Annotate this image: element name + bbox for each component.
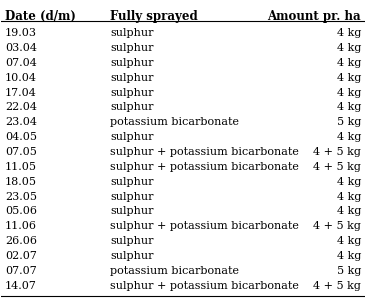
Text: 4 kg: 4 kg — [337, 177, 361, 187]
Text: 4 kg: 4 kg — [337, 206, 361, 217]
Text: Amount pr. ha: Amount pr. ha — [267, 10, 361, 23]
Text: sulphur: sulphur — [111, 206, 154, 217]
Text: 4 + 5 kg: 4 + 5 kg — [313, 281, 361, 291]
Text: sulphur: sulphur — [111, 88, 154, 98]
Text: 4 kg: 4 kg — [337, 58, 361, 68]
Text: sulphur: sulphur — [111, 102, 154, 112]
Text: sulphur: sulphur — [111, 58, 154, 68]
Text: 23.04: 23.04 — [5, 117, 37, 127]
Text: 17.04: 17.04 — [5, 88, 37, 98]
Text: 07.05: 07.05 — [5, 147, 37, 157]
Text: sulphur: sulphur — [111, 251, 154, 261]
Text: sulphur: sulphur — [111, 132, 154, 142]
Text: 11.06: 11.06 — [5, 221, 37, 231]
Text: 26.06: 26.06 — [5, 236, 37, 246]
Text: 5 kg: 5 kg — [337, 266, 361, 276]
Text: 03.04: 03.04 — [5, 43, 37, 53]
Text: sulphur + potassium bicarbonate: sulphur + potassium bicarbonate — [111, 147, 299, 157]
Text: 14.07: 14.07 — [5, 281, 37, 291]
Text: potassium bicarbonate: potassium bicarbonate — [111, 266, 239, 276]
Text: 4 kg: 4 kg — [337, 88, 361, 98]
Text: potassium bicarbonate: potassium bicarbonate — [111, 117, 239, 127]
Text: 4 kg: 4 kg — [337, 192, 361, 202]
Text: 18.05: 18.05 — [5, 177, 37, 187]
Text: sulphur: sulphur — [111, 73, 154, 83]
Text: 05.06: 05.06 — [5, 206, 37, 217]
Text: Fully sprayed: Fully sprayed — [111, 10, 198, 23]
Text: 4 kg: 4 kg — [337, 28, 361, 38]
Text: sulphur: sulphur — [111, 28, 154, 38]
Text: 4 + 5 kg: 4 + 5 kg — [313, 221, 361, 231]
Text: 02.07: 02.07 — [5, 251, 37, 261]
Text: sulphur: sulphur — [111, 236, 154, 246]
Text: 4 + 5 kg: 4 + 5 kg — [313, 147, 361, 157]
Text: sulphur + potassium bicarbonate: sulphur + potassium bicarbonate — [111, 221, 299, 231]
Text: sulphur: sulphur — [111, 192, 154, 202]
Text: 04.05: 04.05 — [5, 132, 37, 142]
Text: 4 kg: 4 kg — [337, 132, 361, 142]
Text: sulphur + potassium bicarbonate: sulphur + potassium bicarbonate — [111, 281, 299, 291]
Text: 19.03: 19.03 — [5, 28, 37, 38]
Text: sulphur + potassium bicarbonate: sulphur + potassium bicarbonate — [111, 162, 299, 172]
Text: 11.05: 11.05 — [5, 162, 37, 172]
Text: Date (d/m): Date (d/m) — [5, 10, 76, 23]
Text: 4 kg: 4 kg — [337, 73, 361, 83]
Text: 23.05: 23.05 — [5, 192, 37, 202]
Text: 07.04: 07.04 — [5, 58, 37, 68]
Text: 10.04: 10.04 — [5, 73, 37, 83]
Text: 22.04: 22.04 — [5, 102, 37, 112]
Text: sulphur: sulphur — [111, 43, 154, 53]
Text: sulphur: sulphur — [111, 177, 154, 187]
Text: 07.07: 07.07 — [5, 266, 37, 276]
Text: 4 kg: 4 kg — [337, 43, 361, 53]
Text: 5 kg: 5 kg — [337, 117, 361, 127]
Text: 4 kg: 4 kg — [337, 236, 361, 246]
Text: 4 kg: 4 kg — [337, 102, 361, 112]
Text: 4 + 5 kg: 4 + 5 kg — [313, 162, 361, 172]
Text: 4 kg: 4 kg — [337, 251, 361, 261]
